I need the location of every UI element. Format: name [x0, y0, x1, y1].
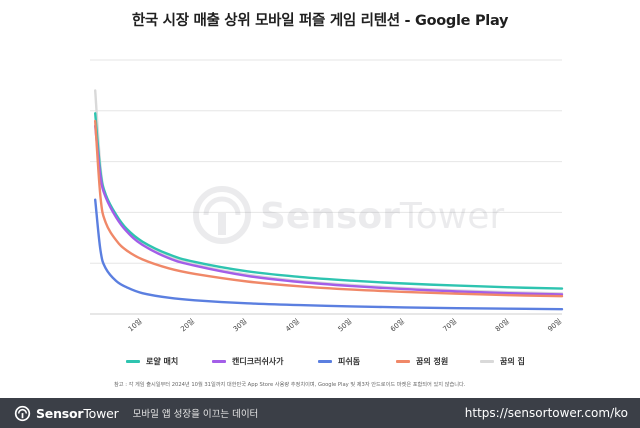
tagline: 모바일 앱 성장을 이끄는 데이터	[132, 409, 259, 420]
brand-name-sensor: Sensor	[36, 405, 84, 421]
x-tick-label: 40일	[284, 317, 302, 334]
x-tick-label: 60일	[388, 317, 406, 334]
x-tick-label: 80일	[493, 317, 511, 334]
chart-legend: 로얄 매치 캔디크러쉬사가 피쉬돔 꿈의 정원 꿈의 집	[0, 356, 640, 370]
legend-label: 꿈의 정원	[416, 357, 449, 366]
watermark-text-sensor: Sensor	[260, 196, 400, 237]
legend-swatch	[396, 360, 410, 363]
sensor-tower-logo-icon	[14, 405, 31, 421]
legend-item: 꿈의 집	[480, 356, 525, 367]
sensor-tower-watermark: SensorTower	[193, 186, 504, 244]
legend-item: 로얄 매치	[126, 356, 178, 367]
legend-label: 캔디크러쉬사가	[232, 357, 284, 366]
legend-label: 로얄 매치	[146, 357, 179, 366]
x-tick-label: 50일	[336, 317, 354, 334]
series-line	[94, 198, 564, 311]
x-tick-label: 10일	[126, 317, 144, 334]
legend-item: 피쉬돔	[318, 356, 360, 367]
footnote: 참고 : 각 게임 출시일부터 2024년 10월 31일까지 대한민국 App…	[114, 382, 466, 388]
legend-swatch	[126, 360, 140, 363]
x-tick-label: 20일	[179, 317, 197, 334]
x-tick-label: 90일	[546, 317, 564, 334]
series-lines	[94, 89, 564, 311]
series-line	[94, 124, 564, 296]
watermark-text-tower: Tower	[399, 196, 504, 237]
legend-item: 캔디크러쉬사가	[212, 356, 284, 367]
grid-lines	[90, 59, 562, 315]
brand-name-tower: Tower	[83, 405, 119, 421]
legend-label: 피쉬돔	[338, 357, 361, 366]
x-axis-ticks: 10일 20일 30일 40일 50일 60일 70일 80일 90일	[126, 317, 563, 334]
footer-bar: SensorTower 모바일 앱 성장을 이끄는 데이터 https://se…	[0, 398, 640, 428]
retention-line-chart: SensorTower 10일 20일 30일 40일 50일 60일 70일 80일 90일	[90, 59, 564, 334]
watermark-logo-icon	[193, 186, 251, 244]
x-tick-label: 70일	[441, 317, 459, 334]
legend-label: 꿈의 집	[500, 357, 525, 366]
legend-item: 꿈의 정원	[396, 356, 448, 367]
svg-text:SensorTower: SensorTower	[260, 196, 504, 237]
watermark-logo-inner	[203, 196, 241, 216]
series-line	[94, 119, 564, 298]
x-tick-label: 30일	[231, 317, 249, 334]
brand-name: SensorTower	[36, 406, 119, 421]
website-link[interactable]: https://sensortower.com/ko	[464, 406, 628, 420]
legend-swatch	[318, 360, 332, 363]
brand[interactable]: SensorTower	[14, 405, 119, 422]
legend-swatch	[212, 360, 226, 363]
legend-swatch	[480, 360, 494, 363]
chart-title: 한국 시장 매출 상위 모바일 퍼즐 게임 리텐션 - Google Play	[131, 13, 509, 29]
